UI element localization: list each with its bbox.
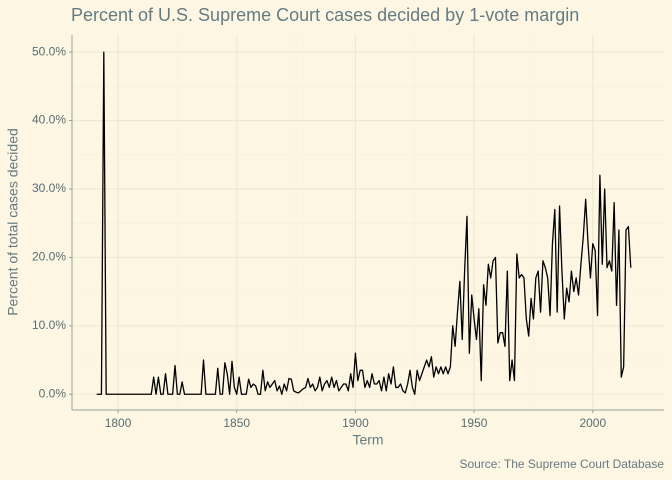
y-tick-label: 10.0% [32, 318, 66, 332]
y-tick-label: 50.0% [32, 44, 66, 58]
chart-title: Percent of U.S. Supreme Court cases deci… [71, 5, 579, 25]
x-tick-label: 1950 [461, 416, 488, 430]
x-tick-label: 1800 [105, 416, 132, 430]
caption: Source: The Supreme Court Database [459, 457, 664, 471]
y-tick-label: 40.0% [32, 113, 66, 127]
y-tick-label: 20.0% [32, 250, 66, 264]
x-tick-label: 1850 [223, 416, 250, 430]
y-tick-label: 0.0% [39, 386, 67, 400]
y-tick-label: 30.0% [32, 181, 66, 195]
x-tick-label: 2000 [579, 416, 606, 430]
y-axis-label: Percent of total cases decided [5, 128, 21, 316]
x-axis-label: Term [352, 432, 383, 448]
x-tick-label: 1900 [342, 416, 369, 430]
line [96, 51, 632, 395]
